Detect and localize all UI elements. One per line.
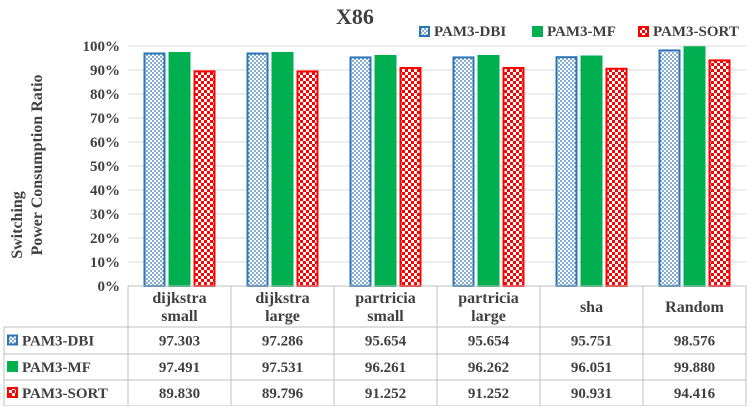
data-label: 97.303 — [159, 334, 200, 350]
data-label: 94.416 — [674, 386, 716, 402]
y-axis-label-line1: Switching — [9, 191, 26, 259]
table-legend-key-pam3-mf — [7, 361, 18, 372]
legend-label: PAM3-SORT — [653, 24, 739, 40]
data-label: 99.880 — [674, 360, 715, 376]
data-label: 97.491 — [159, 360, 200, 376]
category-label: dijkstra — [152, 290, 206, 307]
bar-pam3-mf — [374, 54, 397, 287]
table-legend-key-pam3-dbi — [7, 334, 18, 346]
bar-pam3-mf — [683, 46, 706, 288]
category-label: large — [471, 308, 506, 325]
data-label: 90.931 — [571, 386, 612, 402]
data-label: 89.830 — [159, 386, 200, 402]
y-tick-label: 70% — [90, 111, 120, 127]
y-tick-label: 100% — [83, 39, 121, 55]
y-tick-label: 10% — [90, 255, 120, 271]
data-label: 95.751 — [571, 334, 612, 350]
legend-label: PAM3-MF — [547, 24, 616, 40]
data-label: 96.261 — [365, 360, 406, 376]
legend-key-pam3-dbi — [419, 26, 430, 37]
y-axis-label-line2: Power Consumption Ratio — [29, 74, 46, 255]
data-label: 91.252 — [468, 386, 509, 402]
bar-pam3-mf — [580, 55, 603, 287]
data-label: 96.262 — [468, 360, 509, 376]
y-tick-label: 50% — [90, 159, 120, 175]
data-label: 96.051 — [571, 360, 612, 376]
data-label: 89.796 — [262, 386, 304, 402]
table-series-name: PAM3-SORT — [22, 386, 108, 402]
bar-pam3-dbi — [349, 56, 372, 287]
data-label: 95.654 — [365, 334, 407, 350]
y-tick-label: 90% — [90, 63, 120, 79]
legend-label: PAM3-DBI — [434, 24, 506, 40]
y-tick-label: 80% — [90, 87, 120, 103]
table-series-name: PAM3-DBI — [22, 334, 94, 350]
category-label: small — [161, 308, 198, 325]
data-label: 95.654 — [468, 334, 510, 350]
legend-key-pam3-mf — [532, 26, 543, 37]
bar-pam3-dbi — [246, 52, 269, 288]
data-label: 97.286 — [262, 334, 304, 350]
bar-pam3-dbi — [658, 49, 681, 287]
bar-pam3-mf — [168, 52, 191, 287]
bar-pam3-sort — [296, 70, 319, 288]
category-label: large — [265, 308, 300, 325]
bar-pam3-sort — [605, 67, 628, 288]
category-label: small — [367, 308, 404, 325]
data-label: 98.576 — [674, 334, 716, 350]
category-label: Random — [665, 299, 724, 316]
bar-pam3-sort — [193, 70, 216, 287]
data-label: 97.531 — [262, 360, 303, 376]
bar-pam3-dbi — [555, 56, 578, 287]
bar-pam3-dbi — [143, 52, 166, 288]
category-label: sha — [580, 299, 603, 316]
bar-pam3-mf — [477, 54, 500, 287]
bar-pam3-sort — [502, 66, 525, 288]
y-tick-label: 20% — [90, 231, 120, 247]
table-series-name: PAM3-MF — [22, 360, 91, 376]
y-tick-label: 0% — [98, 279, 121, 295]
data-label: 91.252 — [365, 386, 406, 402]
category-label: partricia — [458, 290, 518, 307]
bar-pam3-dbi — [452, 56, 475, 287]
legend-key-pam3-sort — [638, 26, 649, 37]
category-label: partricia — [355, 290, 415, 307]
category-label: dijkstra — [255, 290, 309, 307]
y-tick-label: 60% — [90, 135, 120, 151]
chart-title: X86 — [336, 4, 374, 29]
bar-pam3-sort — [708, 59, 731, 288]
bar-pam3-mf — [271, 51, 294, 287]
bar-pam3-sort — [399, 66, 422, 288]
y-tick-label: 30% — [90, 207, 120, 223]
table-legend-key-pam3-sort — [7, 387, 18, 398]
y-tick-label: 40% — [90, 183, 120, 199]
